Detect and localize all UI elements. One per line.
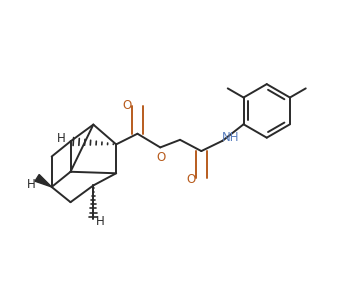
Text: O: O [187,173,196,185]
Text: H: H [96,215,105,228]
Polygon shape [35,174,52,187]
Text: H: H [57,132,66,145]
Text: NH: NH [222,131,240,144]
Text: O: O [156,151,166,164]
Text: O: O [123,99,132,112]
Text: H: H [27,178,36,191]
